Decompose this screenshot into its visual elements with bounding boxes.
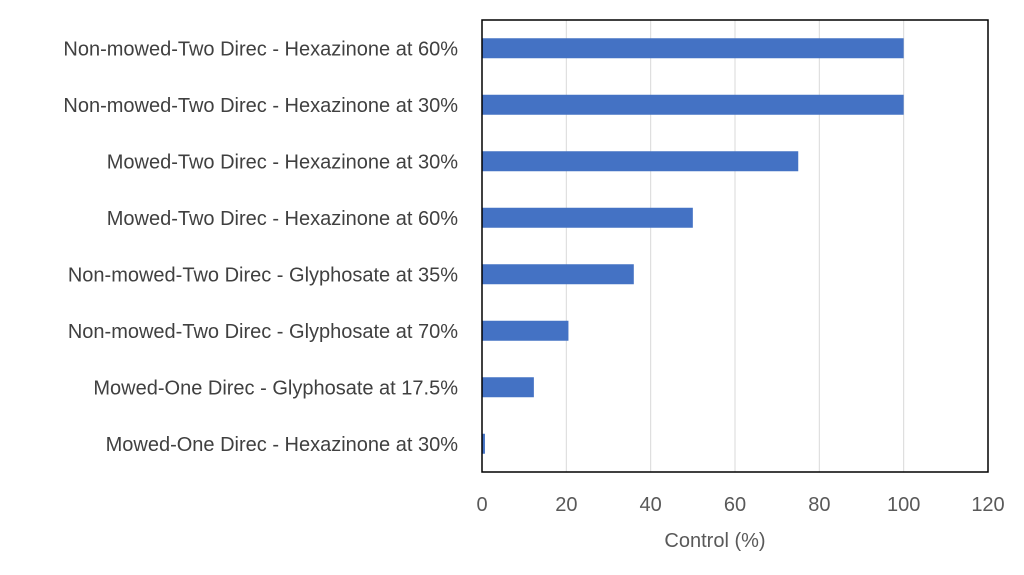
bar	[482, 377, 534, 398]
x-tick-label: 80	[808, 494, 830, 516]
category-label: Mowed-Two Direc - Hexazinone at 60%	[107, 208, 458, 230]
x-tick-label: 100	[887, 494, 920, 516]
bar	[482, 264, 634, 285]
tick-labels: 0 20 40 60 80 100 120	[476, 494, 1004, 516]
category-label: Non-mowed-Two Direc - Glyphosate at 70%	[68, 321, 458, 343]
x-tick-label: 0	[476, 494, 487, 516]
bar	[482, 151, 799, 172]
category-label: Mowed-Two Direc - Hexazinone at 30%	[107, 151, 458, 173]
x-axis-title: Control (%)	[664, 530, 765, 552]
gridlines	[565, 20, 905, 472]
bar	[482, 207, 693, 228]
plot-frame	[481, 19, 989, 473]
bars	[482, 38, 904, 454]
x-tick-label: 20	[555, 494, 577, 516]
category-label: Non-mowed-Two Direc - Hexazinone at 30%	[63, 95, 458, 117]
bar	[482, 433, 485, 454]
x-tick-label: 120	[971, 494, 1004, 516]
category-label: Mowed-One Direc - Glyphosate at 17.5%	[93, 377, 458, 399]
x-tick-label: 60	[724, 494, 746, 516]
category-label: Mowed-One Direc - Hexazinone at 30%	[106, 434, 459, 456]
x-tick-label: 40	[640, 494, 662, 516]
bar	[482, 94, 904, 115]
category-labels: Non-mowed-Two Direc - Hexazinone at 60% N…	[63, 38, 458, 456]
category-label: Non-mowed-Two Direc - Hexazinone at 60%	[63, 38, 458, 60]
bar	[482, 38, 904, 59]
category-label: Non-mowed-Two Direc - Glyphosate at 35%	[68, 264, 458, 286]
bar	[482, 320, 569, 341]
